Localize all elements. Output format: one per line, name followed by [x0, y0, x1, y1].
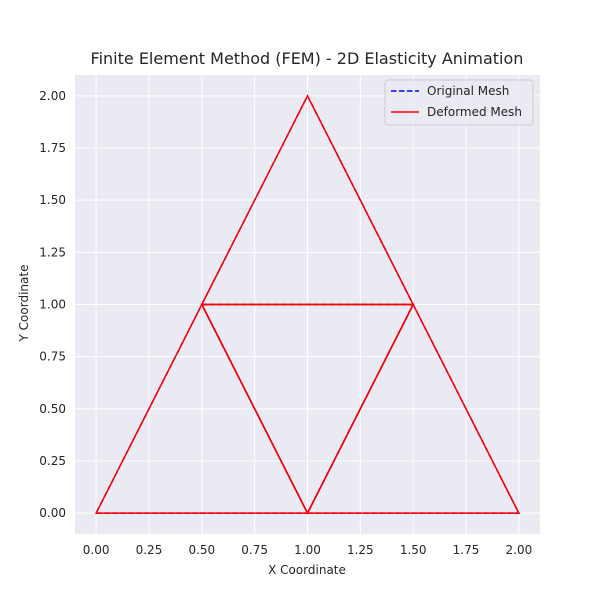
y-axis-label: Y Coordinate: [17, 265, 31, 343]
legend-original-mesh-label: Original Mesh: [427, 84, 509, 98]
x-axis-label: X Coordinate: [268, 563, 346, 577]
legend-deformed-mesh-label: Deformed Mesh: [427, 105, 522, 119]
x-tick-label: 0.25: [136, 543, 163, 557]
y-tick-label: 0.50: [39, 402, 66, 416]
x-tick-labels: 0.00 0.25 0.50 0.75 1.00 1.25 1.50 1.75 2.00: [83, 543, 532, 557]
x-tick-label: 0.50: [188, 543, 215, 557]
series-deformed-mesh: [94, 94, 521, 515]
y-tick-label: 1.50: [39, 193, 66, 207]
x-tick-label: 1.00: [294, 543, 321, 557]
y-tick-labels: 0.00 0.25 0.50 0.75 1.00 1.25 1.50 1.75 2.00: [39, 89, 66, 520]
y-tick-label: 1.00: [39, 298, 66, 312]
plot-area: [75, 75, 540, 534]
x-tick-label: 0.75: [241, 543, 268, 557]
series-layer: [94, 94, 521, 515]
legend-box: [384, 79, 534, 126]
y-tick-label: 1.25: [39, 245, 66, 259]
x-tick-label: 2.00: [506, 543, 533, 557]
y-tick-label: 2.00: [39, 89, 66, 103]
x-tick-label: 1.75: [453, 543, 480, 557]
legend: Original Mesh Deformed Mesh: [384, 79, 534, 126]
x-tick-label: 0.00: [83, 543, 110, 557]
chart-title: Finite Element Method (FEM) - 2D Elastic…: [91, 49, 524, 68]
deformed-mesh-element-3: [200, 303, 415, 515]
y-tick-label: 1.75: [39, 141, 66, 155]
y-tick-label: 0.25: [39, 454, 66, 468]
y-tick-label: 0.75: [39, 350, 66, 364]
x-tick-label: 1.50: [400, 543, 427, 557]
y-tick-label: 0.00: [39, 506, 66, 520]
x-tick-label: 1.25: [347, 543, 374, 557]
